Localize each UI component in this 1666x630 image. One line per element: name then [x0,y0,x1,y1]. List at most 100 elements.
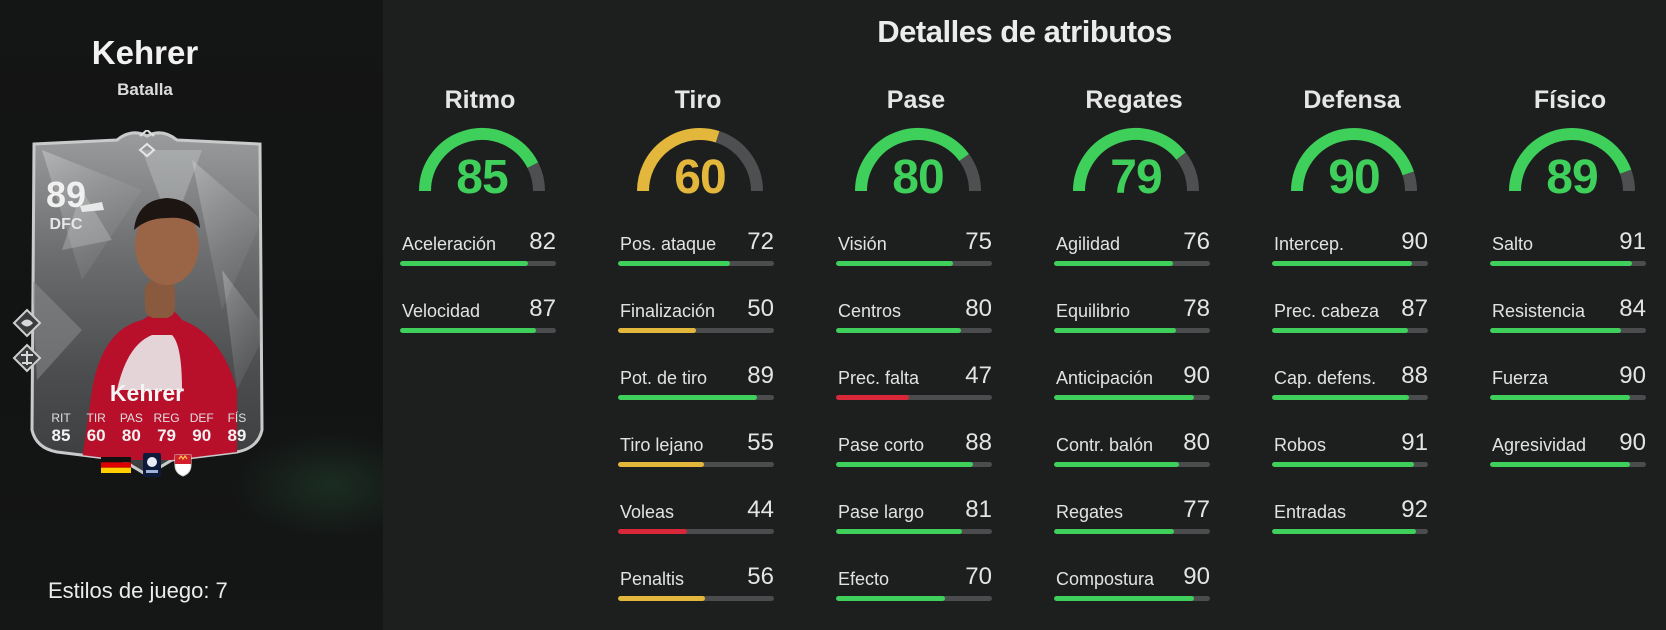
attribute-value: 80 [1183,429,1210,456]
category-value: 89 [1546,151,1598,204]
attribute-bar-track [1272,261,1428,266]
attribute-name: Resistencia [1492,301,1586,321]
card-frame [30,130,264,477]
attribute-bar-fill [836,395,910,400]
attribute-name: Agilidad [1056,234,1121,254]
player-card-variant: Batalla [117,80,173,99]
attribute-bar-fill [618,328,696,333]
attribute-bar-track [618,529,774,534]
attribute-bar-track [1054,596,1210,601]
attribute-bar-track [1054,261,1210,266]
attribute-row: Intercep. 90 [1272,228,1432,268]
attribute-name: Voleas [620,502,675,522]
attribute-bar-track [618,596,774,601]
attribute-name: Centros [838,301,902,321]
card-stats: RIT 85 TIR 60 PAS 80 REG 79 DEF 90 FÍS 89 [44,411,254,446]
attribute-name: Tiro lejano [620,435,704,455]
attribute-row: Cap. defens. 88 [1272,362,1432,402]
gauge-fill [419,128,539,192]
attribute-column-físico: Físico 89 Salto 91 Resistencia 84 Fuerza 90 Agre… [1490,86,1650,467]
attribute-value: 88 [965,429,992,456]
club-crest-icon [174,454,192,477]
gauge-fill [1291,128,1414,192]
attribute-bar-track [836,328,992,333]
attribute-value: 82 [529,228,556,255]
card-player-name: Kehrer [109,380,185,406]
card-rating: 89 [45,174,87,215]
category-gauge [637,128,763,192]
category-name: Tiro [674,86,722,114]
attribute-name: Anticipación [1056,368,1154,388]
attribute-value: 56 [747,563,774,590]
gauge-track [527,162,545,192]
attribute-row: Centros 80 [836,295,996,335]
attribute-bar-track [1490,261,1646,266]
attribute-name: Fuerza [1492,368,1549,388]
gauge-fill [637,128,720,192]
chemistry-style-icon [12,308,42,338]
attribute-name: Pot. de tiro [620,368,708,388]
attribute-bar-fill [836,261,953,266]
attribute-bar-fill [1490,328,1622,333]
attribute-bar-fill [1272,462,1414,467]
attribute-row: Visión 75 [836,228,996,268]
attribute-name: Intercep. [1274,234,1345,254]
attribute-name: Equilibrio [1056,301,1131,321]
card-stat: RIT 85 [44,411,78,446]
attribute-bar-track [1272,462,1428,467]
attribute-bar-track [1490,395,1646,400]
attribute-bar-fill [618,529,687,534]
card-stat: TIR 60 [79,411,113,446]
attribute-value: 44 [747,496,774,523]
card-stat: FÍS 89 [220,411,254,446]
attribute-bar-track [1054,462,1210,467]
attribute-value: 78 [1183,295,1210,322]
player-card[interactable]: 89 DFC Kehrer RIT 85 TIR 60 PAS 80 REG 79 DE… [22,130,272,500]
card-stat: REG 79 [150,411,184,446]
attribute-bar-fill [1490,462,1631,467]
card-stat-value: 85 [51,426,71,445]
category-value: 79 [1110,151,1162,204]
attribute-column-regates: Regates 79 Agilidad 76 Equilibrio 78 Anticipac… [1054,86,1214,601]
attribute-bar-fill [618,261,731,266]
attribute-name: Efecto [838,569,890,589]
attribute-row: Penaltis 56 [618,563,778,603]
attribute-bar-fill [1272,395,1410,400]
league-badge-icon [143,453,161,477]
card-stat: DEF 90 [185,411,219,446]
attribute-value: 87 [529,295,556,322]
attribute-bar-track [1054,328,1210,333]
attribute-bar-track [836,462,992,467]
nation-flag-icon [101,457,131,473]
card-stat-value: 80 [121,426,141,445]
attribute-bar-fill [618,395,757,400]
card-stat: PAS 80 [114,411,148,446]
attribute-value: 81 [965,496,992,523]
attribute-name: Pase corto [838,435,925,455]
section-title: Detalles de atributos [877,14,1172,49]
rarity-chevron-icon [138,142,156,158]
attribute-value: 89 [747,362,774,389]
category-gauge [855,128,981,192]
attribute-row: Agilidad 76 [1054,228,1214,268]
attribute-row: Voleas 44 [618,496,778,536]
attribute-value: 91 [1619,228,1646,255]
attribute-row: Entradas 92 [1272,496,1432,536]
category-value: 60 [674,151,726,204]
attribute-name: Entradas [1274,502,1347,522]
card-stat-value: 89 [227,426,247,445]
attribute-row: Velocidad 87 [400,295,560,335]
attribute-bar-fill [1054,596,1195,601]
attribute-column-ritmo: Ritmo 85 Aceleración 82 Velocidad 87 [400,86,560,333]
attribute-bar-track [1272,328,1428,333]
boot-icon [80,202,104,212]
player-panel: Kehrer Batalla [0,0,383,630]
attribute-name: Penaltis [620,569,685,589]
category-name: Ritmo [444,86,516,114]
attribute-name: Compostura [1056,569,1155,589]
attribute-bar-track [836,261,992,266]
attribute-row: Robos 91 [1272,429,1432,469]
gauge-track [1619,169,1635,192]
attribute-bar-track [400,328,556,333]
attribute-bar-fill [1272,261,1413,266]
